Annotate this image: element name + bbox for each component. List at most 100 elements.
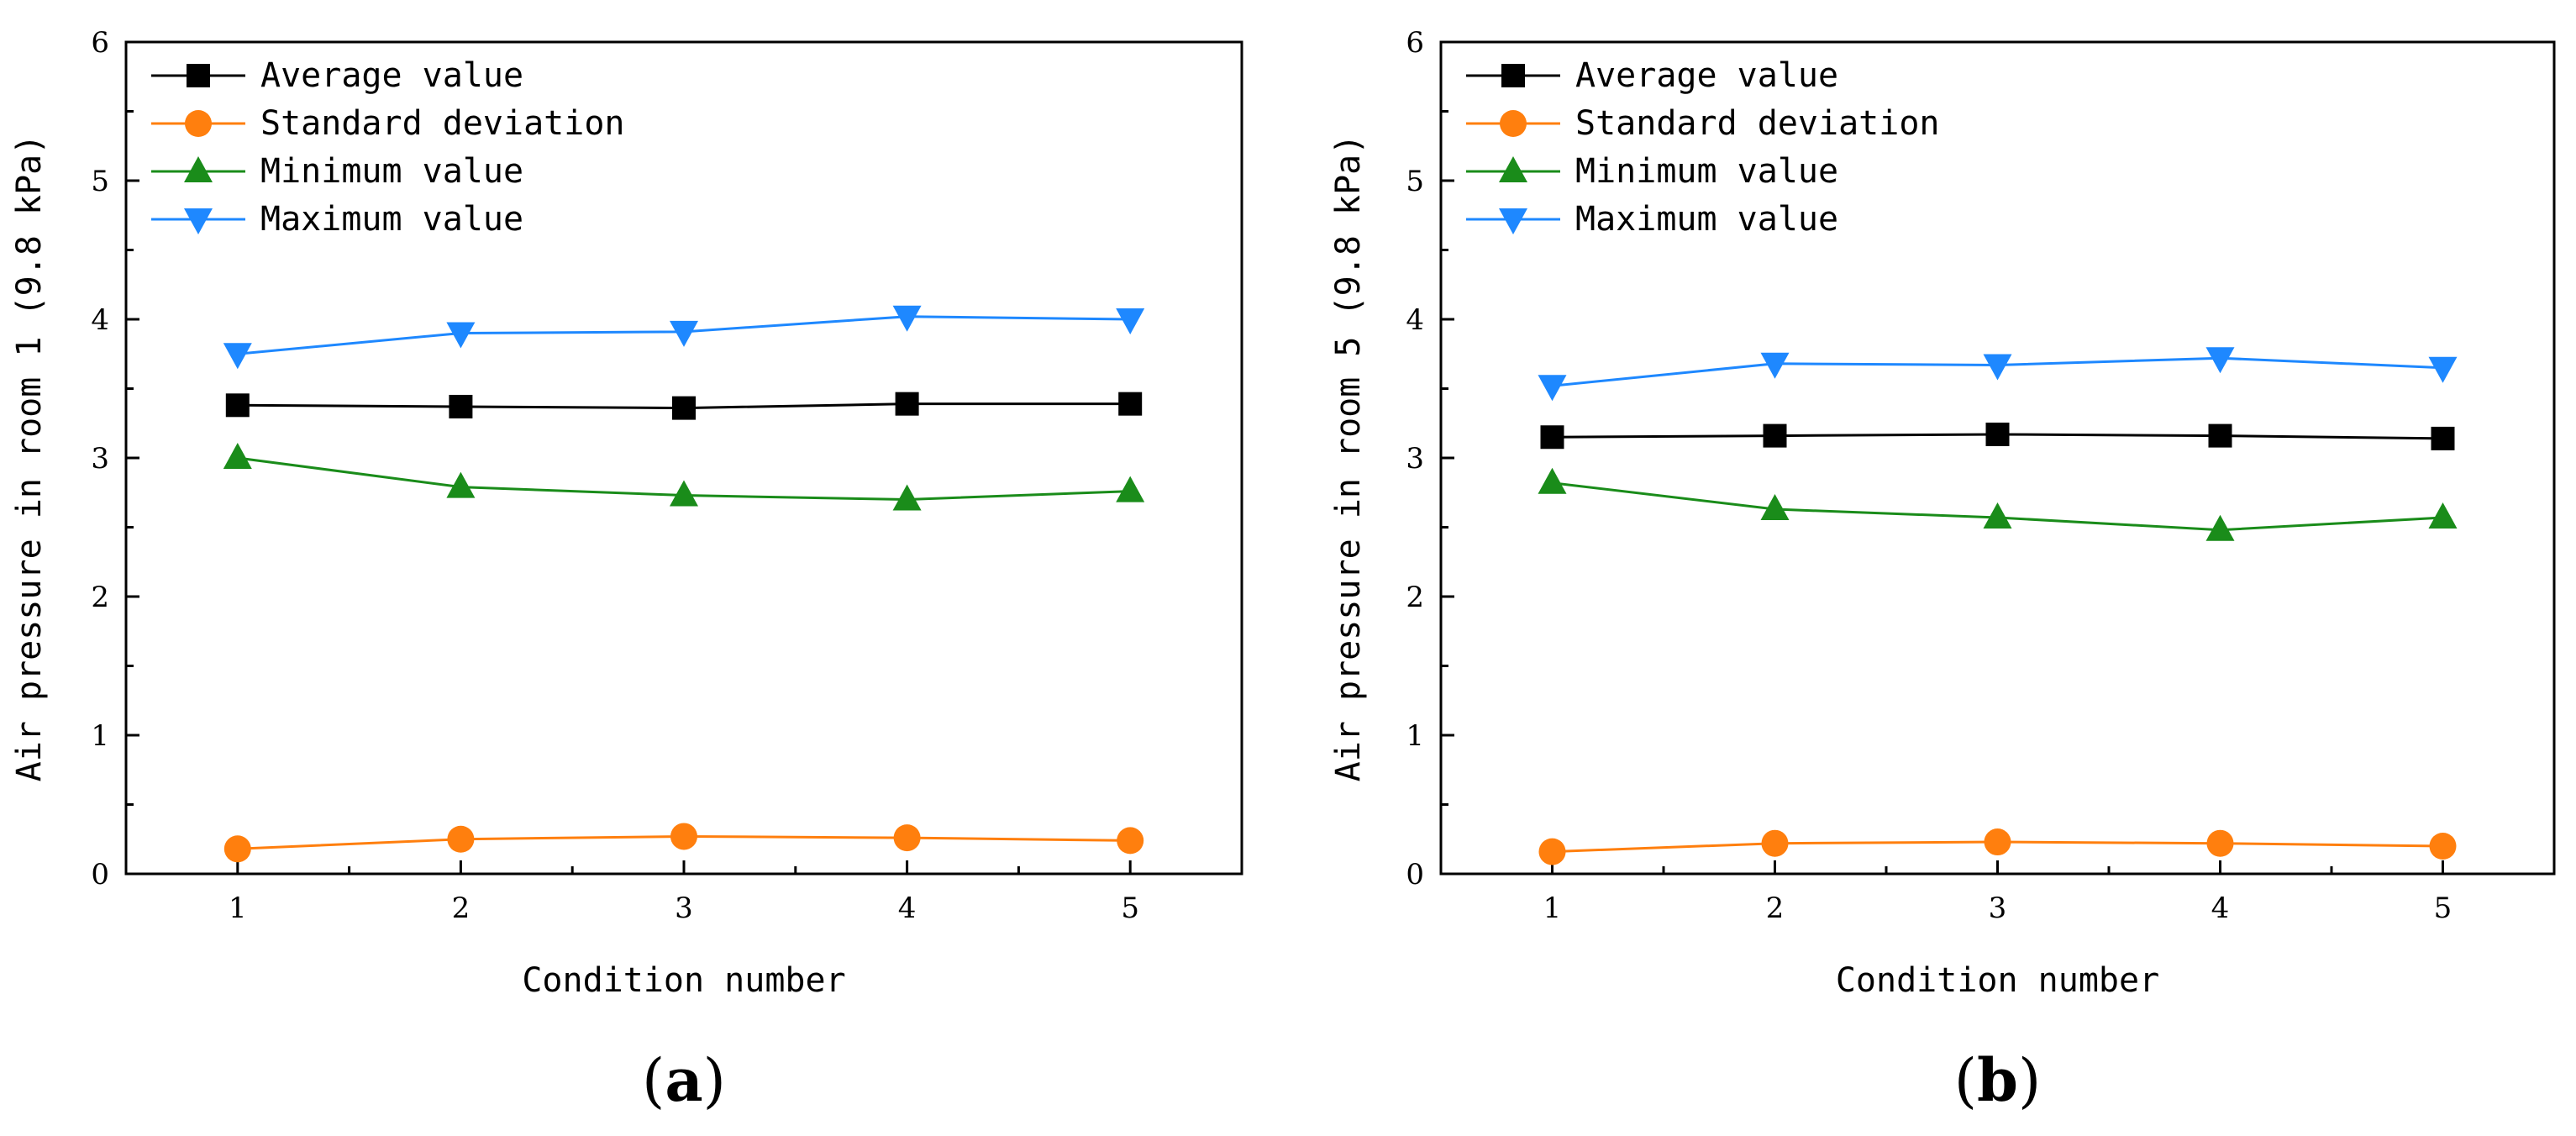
y-tick-label: 6 xyxy=(91,26,109,60)
y-tick-label: 1 xyxy=(1406,719,1424,753)
x-tick-label: 5 xyxy=(2434,891,2452,925)
chart-panel-b: 0 1 2 3 4 5 6 1 2 3 4 5 Condition number Air pressure… xyxy=(1329,26,2556,1115)
legend-entry: Maximum value xyxy=(1466,200,1838,239)
data-point xyxy=(2431,426,2455,450)
y-tick-label: 2 xyxy=(91,581,109,614)
data-point xyxy=(2208,423,2232,448)
data-point xyxy=(2429,833,2457,860)
y-tick-label: 6 xyxy=(1406,26,1424,60)
legend-label: Average value xyxy=(260,56,523,95)
legend-entry: Minimum value xyxy=(151,152,523,191)
data-point xyxy=(1540,425,1564,450)
legend-entry: Minimum value xyxy=(1466,152,1838,191)
data-point xyxy=(892,484,922,511)
y-tick-label: 3 xyxy=(1406,442,1424,476)
panel-label: (b) xyxy=(1954,1045,2042,1115)
data-point xyxy=(1761,829,1789,857)
series-average-value xyxy=(1540,422,2455,450)
data-point xyxy=(1538,467,1567,494)
x-tick-label: 3 xyxy=(1989,891,2007,925)
series-maximum-value xyxy=(1538,347,2458,402)
data-point xyxy=(892,305,922,332)
series-standard-deviation xyxy=(223,823,1144,863)
data-point xyxy=(449,394,473,418)
legend-marker xyxy=(184,156,213,182)
data-point xyxy=(223,835,251,863)
legend-entry: Average value xyxy=(1466,56,1838,95)
data-point xyxy=(447,825,475,853)
legend: Average value Standard deviation Minimum v… xyxy=(151,56,624,239)
series-minimum-value xyxy=(1538,467,2458,541)
data-point xyxy=(1117,827,1144,855)
series-maximum-value xyxy=(223,305,1145,370)
data-point xyxy=(1985,422,2010,446)
data-point xyxy=(1116,308,1145,334)
data-point xyxy=(446,471,476,498)
legend-marker xyxy=(184,208,213,234)
data-point xyxy=(2428,356,2458,383)
legend-entry: Average value xyxy=(151,56,523,95)
data-point xyxy=(1116,476,1145,502)
data-point xyxy=(2205,514,2235,541)
data-point xyxy=(1118,392,1143,416)
data-point xyxy=(670,320,698,347)
data-point xyxy=(223,343,252,370)
x-tick-label: 2 xyxy=(452,891,471,925)
x-tick-label: 1 xyxy=(229,891,247,925)
y-tick-label: 3 xyxy=(91,442,109,476)
y-axis-label: Air pressure in room 1 (9.8 kPa) xyxy=(10,134,49,782)
y-tick-label: 2 xyxy=(1406,581,1424,614)
x-tick-label: 4 xyxy=(898,891,917,925)
y-tick-label: 0 xyxy=(91,858,109,891)
legend-label: Average value xyxy=(1575,56,1838,95)
data-point xyxy=(2428,502,2458,529)
data-point xyxy=(1763,423,1787,448)
data-point xyxy=(1983,354,2012,381)
y-axis-label: Air pressure in room 5 (9.8 kPa) xyxy=(1329,134,1368,782)
panel-label: (a) xyxy=(642,1045,726,1115)
legend-marker xyxy=(185,110,212,137)
x-tick-label: 1 xyxy=(1543,891,1562,925)
legend-entry: Maximum value xyxy=(151,200,523,239)
data-point xyxy=(1983,502,2012,529)
data-point xyxy=(2205,347,2235,374)
legend-label: Standard deviation xyxy=(260,104,624,143)
legend-marker xyxy=(1501,64,1525,87)
legend-label: Maximum value xyxy=(1575,200,1838,239)
x-axis-label: Condition number xyxy=(1836,961,2159,1000)
data-point xyxy=(670,823,697,850)
x-tick-label: 2 xyxy=(1766,891,1785,925)
legend-label: Minimum value xyxy=(1575,152,1838,191)
x-tick-label: 3 xyxy=(675,891,693,925)
data-point xyxy=(1538,838,1566,865)
x-axis-label: Condition number xyxy=(522,961,845,1000)
y-tick-label: 5 xyxy=(91,165,109,198)
y-tick-label: 4 xyxy=(1406,303,1424,337)
data-point xyxy=(446,322,476,349)
x-tick-label: 5 xyxy=(1121,891,1139,925)
x-tick-label: 4 xyxy=(2211,891,2230,925)
legend: Average value Standard deviation Minimum v… xyxy=(1466,56,1939,239)
y-tick-label: 4 xyxy=(91,303,109,337)
legend-marker xyxy=(1500,110,1527,137)
data-point xyxy=(895,392,919,416)
data-point xyxy=(893,824,921,852)
data-point xyxy=(670,480,698,507)
legend-label: Maximum value xyxy=(260,200,523,239)
y-tick-label: 0 xyxy=(1406,858,1424,891)
data-point xyxy=(223,443,252,469)
data-point xyxy=(1538,375,1567,402)
legend-label: Standard deviation xyxy=(1575,104,1939,143)
data-point xyxy=(1760,494,1790,521)
data-point xyxy=(1984,828,2011,856)
legend-label: Minimum value xyxy=(260,152,523,191)
series-average-value xyxy=(225,392,1143,420)
data-point xyxy=(1760,352,1790,379)
y-tick-label: 5 xyxy=(1406,165,1424,198)
chart-panel-a: 0 1 2 3 4 5 6 1 2 3 4 5 Condition number Air pressure… xyxy=(10,26,1243,1115)
data-point xyxy=(672,396,696,420)
legend-marker xyxy=(187,64,210,87)
data-point xyxy=(2206,829,2234,857)
y-tick-label: 1 xyxy=(91,719,109,753)
